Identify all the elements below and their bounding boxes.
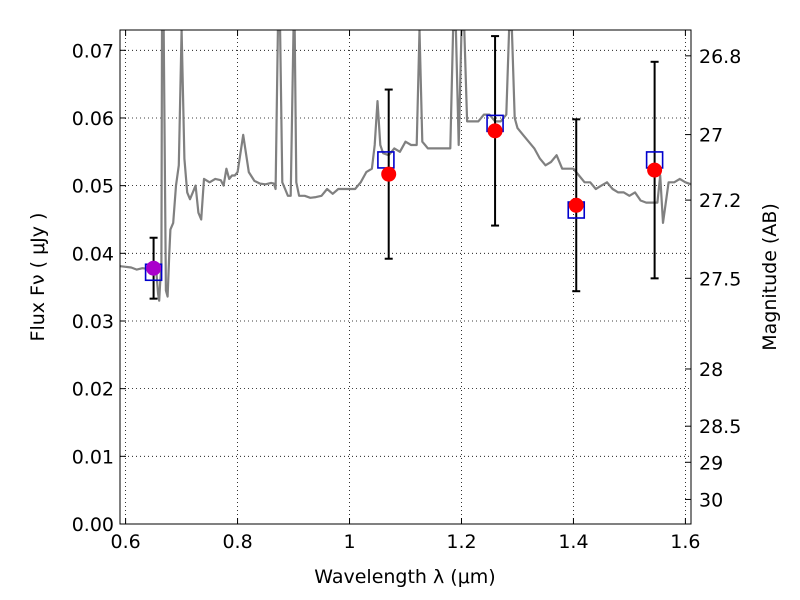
- x-tick-label: 1.6: [670, 531, 700, 553]
- y2-tick-label: 27.5: [699, 268, 741, 290]
- x-axis-ticks: 0.6 0.8 1 1.2 1.4 1.6: [110, 30, 701, 553]
- x-tick-label: 0.8: [222, 531, 252, 553]
- observed-point: [568, 197, 584, 213]
- y-tick-label: 0.06: [72, 108, 114, 130]
- observed-point: [381, 166, 397, 182]
- y2-tick-label: 28.5: [699, 416, 741, 438]
- y-tick-label: 0.04: [72, 243, 114, 265]
- y2-tick-label: 27.2: [699, 190, 741, 212]
- y-tick-label: 0.02: [72, 379, 114, 401]
- y-tick-label: 0.01: [72, 446, 114, 468]
- x-tick-label: 1.4: [558, 531, 588, 553]
- x-tick-label: 0.6: [110, 531, 140, 553]
- observed-point: [146, 260, 162, 276]
- y-tick-label: 0.07: [72, 40, 114, 62]
- plot-frame: [119, 29, 692, 525]
- y2-tick-label: 26.8: [699, 46, 741, 68]
- y-tick-label: 0.00: [72, 514, 114, 536]
- y2-tick-label: 30: [699, 489, 723, 511]
- template-spectrum-line: [120, 30, 691, 302]
- y2-axis-ticks: 26.8 27 27.2 27.5 28 28.5 29 30: [685, 46, 741, 511]
- y-axis-ticks: 0.00 0.01 0.02 0.03 0.04 0.05 0.06 0.07: [72, 40, 126, 536]
- y2-axis-title: Magnitude (AB): [759, 203, 781, 351]
- y-tick-label: 0.05: [72, 176, 114, 198]
- y2-tick-label: 28: [699, 359, 723, 381]
- x-axis-title: Wavelength λ (μm): [314, 566, 495, 588]
- observed-point: [647, 162, 663, 178]
- y2-tick-label: 27: [699, 125, 723, 147]
- y2-tick-label: 29: [699, 452, 723, 474]
- y-axis-title: Flux Fν ( μJy ): [27, 213, 49, 342]
- y-tick-label: 0.03: [72, 311, 114, 333]
- x-tick-label: 1.2: [446, 531, 476, 553]
- observed-point: [487, 123, 503, 139]
- x-tick-label: 1: [343, 531, 355, 553]
- observed-points: [146, 123, 663, 276]
